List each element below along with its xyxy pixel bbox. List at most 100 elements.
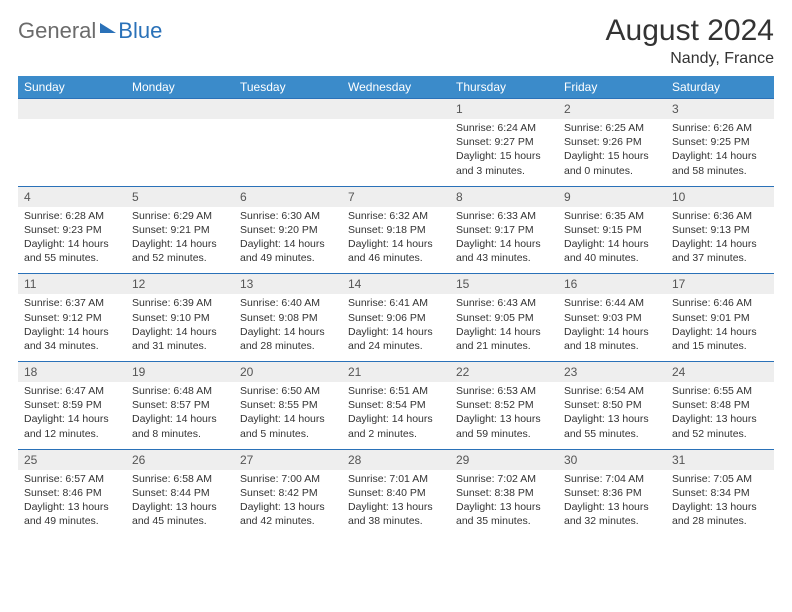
day-details-cell: Sunrise: 6:55 AMSunset: 8:48 PMDaylight:… [666,382,774,449]
day-number: 7 [342,187,450,207]
day-details-cell: Sunrise: 7:01 AMSunset: 8:40 PMDaylight:… [342,470,450,537]
sunset-line: Sunset: 8:42 PM [240,486,336,500]
day-number: 19 [126,362,234,382]
day-number: 20 [234,362,342,382]
sunset-line: Sunset: 9:05 PM [456,311,552,325]
day-details-cell: Sunrise: 6:57 AMSunset: 8:46 PMDaylight:… [18,470,126,537]
brand-part1: General [18,18,96,44]
daylight-line: Daylight: 14 hours and 46 minutes. [348,237,444,265]
sunset-line: Sunset: 8:46 PM [24,486,120,500]
sunset-line: Sunset: 9:06 PM [348,311,444,325]
day-number-cell: 25 [18,449,126,470]
calendar-table: Sunday Monday Tuesday Wednesday Thursday… [18,76,774,536]
day-details-cell: Sunrise: 6:25 AMSunset: 9:26 PMDaylight:… [558,119,666,186]
day-details-cell: Sunrise: 7:04 AMSunset: 8:36 PMDaylight:… [558,470,666,537]
details-row: Sunrise: 6:57 AMSunset: 8:46 PMDaylight:… [18,470,774,537]
sunset-line: Sunset: 9:27 PM [456,135,552,149]
sunset-line: Sunset: 8:57 PM [132,398,228,412]
day-number-cell: 12 [126,274,234,295]
day-number: 21 [342,362,450,382]
details-row: Sunrise: 6:28 AMSunset: 9:23 PMDaylight:… [18,207,774,274]
brand-sail-icon [100,23,116,33]
day-details-cell: Sunrise: 6:32 AMSunset: 9:18 PMDaylight:… [342,207,450,274]
daylight-line: Daylight: 15 hours and 0 minutes. [564,149,660,177]
day-details-cell: Sunrise: 6:35 AMSunset: 9:15 PMDaylight:… [558,207,666,274]
day-number-cell: 18 [18,362,126,383]
sunrise-line: Sunrise: 7:05 AM [672,472,768,486]
sunset-line: Sunset: 9:12 PM [24,311,120,325]
details-row: Sunrise: 6:47 AMSunset: 8:59 PM Daylight:… [18,382,774,449]
brand-logo: General Blue [18,18,162,44]
day-number: 8 [450,187,558,207]
sunrise-line: Sunrise: 6:26 AM [672,121,768,135]
day-header: Monday [126,76,234,99]
daylight-line: Daylight: 13 hours and 49 minutes. [24,500,120,528]
title-block: August 2024 Nandy, France [606,14,774,68]
details-row: Sunrise: 6:37 AMSunset: 9:12 PM Daylight:… [18,294,774,361]
day-number-cell: 27 [234,449,342,470]
day-number-cell: 13 [234,274,342,295]
day-number: 2 [558,99,666,119]
day-number: 11 [18,274,126,294]
daylight-line: Daylight: 14 hours and 24 minutes. [348,325,444,353]
calendar-page: General Blue August 2024 Nandy, France S… [0,0,792,546]
day-number-cell: . [342,99,450,120]
sunset-line: Sunset: 9:10 PM [132,311,228,325]
day-number: 23 [558,362,666,382]
day-details-cell: Sunrise: 6:37 AMSunset: 9:12 PMDaylight:… [18,294,126,361]
day-number-cell: 14 [342,274,450,295]
day-number-cell: . [18,99,126,120]
daynum-row: ....123 [18,99,774,120]
sunset-line: Sunset: 8:48 PM [672,398,768,412]
day-details-cell: Sunrise: 6:39 AMSunset: 9:10 PMDaylight:… [126,294,234,361]
sunset-line: Sunset: 9:25 PM [672,135,768,149]
sunrise-line: Sunrise: 6:33 AM [456,209,552,223]
sunrise-line: Sunrise: 6:43 AM [456,296,552,310]
daylight-line: Daylight: 14 hours and 21 minutes. [456,325,552,353]
day-number: 30 [558,450,666,470]
daynum-row: 45678910 [18,186,774,207]
day-details-cell: Sunrise: 7:05 AMSunset: 8:34 PMDaylight:… [666,470,774,537]
sunset-line: Sunset: 8:36 PM [564,486,660,500]
sunrise-line: Sunrise: 6:37 AM [24,296,120,310]
day-details-cell: Sunrise: 6:29 AMSunset: 9:21 PMDaylight:… [126,207,234,274]
sunrise-line: Sunrise: 6:50 AM [240,384,336,398]
day-details-cell: Sunrise: 6:30 AMSunset: 9:20 PMDaylight:… [234,207,342,274]
day-details-cell: Sunrise: 6:40 AMSunset: 9:08 PMDaylight:… [234,294,342,361]
sunset-line: Sunset: 8:38 PM [456,486,552,500]
daylight-line: Daylight: 14 hours and 49 minutes. [240,237,336,265]
sunrise-line: Sunrise: 6:47 AM [24,384,120,398]
day-number-cell: 16 [558,274,666,295]
day-number: . [126,99,234,119]
daylight-line: Daylight: 14 hours and 43 minutes. [456,237,552,265]
day-details-cell: Sunrise: 6:58 AMSunset: 8:44 PMDaylight:… [126,470,234,537]
day-number-cell: 31 [666,449,774,470]
day-number-cell: 21 [342,362,450,383]
sunrise-line: Sunrise: 7:00 AM [240,472,336,486]
day-details-cell [126,119,234,186]
day-number-cell: 24 [666,362,774,383]
daylight-line: Daylight: 13 hours and 52 minutes. [672,412,768,440]
day-number-cell: 23 [558,362,666,383]
day-details-cell: Sunrise: 7:02 AMSunset: 8:38 PMDaylight:… [450,470,558,537]
month-title: August 2024 [606,14,774,48]
sunrise-line: Sunrise: 6:53 AM [456,384,552,398]
sunset-line: Sunset: 8:59 PM [24,398,120,412]
sunrise-line: Sunrise: 6:51 AM [348,384,444,398]
sunset-line: Sunset: 9:03 PM [564,311,660,325]
sunset-line: Sunset: 8:50 PM [564,398,660,412]
daylight-line: Daylight: 14 hours and 37 minutes. [672,237,768,265]
daylight-line: Daylight: 14 hours and 2 minutes. [348,412,444,440]
sunrise-line: Sunrise: 6:24 AM [456,121,552,135]
sunrise-line: Sunrise: 6:44 AM [564,296,660,310]
day-number-cell: 19 [126,362,234,383]
sunset-line: Sunset: 8:40 PM [348,486,444,500]
day-header: Wednesday [342,76,450,99]
day-number: . [342,99,450,119]
day-number: 25 [18,450,126,470]
day-number: 12 [126,274,234,294]
day-number-cell: 29 [450,449,558,470]
day-details-cell: Sunrise: 7:00 AMSunset: 8:42 PMDaylight:… [234,470,342,537]
daylight-line: Daylight: 14 hours and 15 minutes. [672,325,768,353]
day-details-cell: Sunrise: 6:28 AMSunset: 9:23 PMDaylight:… [18,207,126,274]
